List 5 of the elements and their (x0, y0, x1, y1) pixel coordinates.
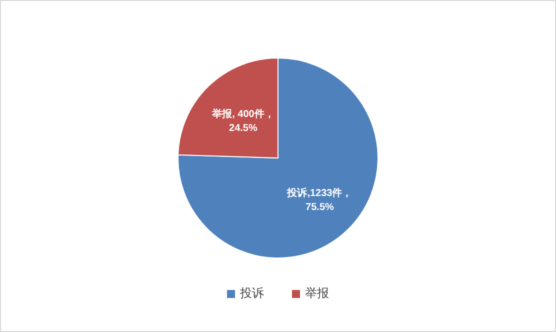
data-label: 投诉,1233件，75.5% (286, 187, 354, 216)
data-label: 举报, 400件，24.5% (211, 108, 276, 136)
legend-label: 投诉 (240, 286, 264, 300)
legend-label: 举报 (305, 286, 329, 300)
pie-slice (178, 58, 378, 258)
